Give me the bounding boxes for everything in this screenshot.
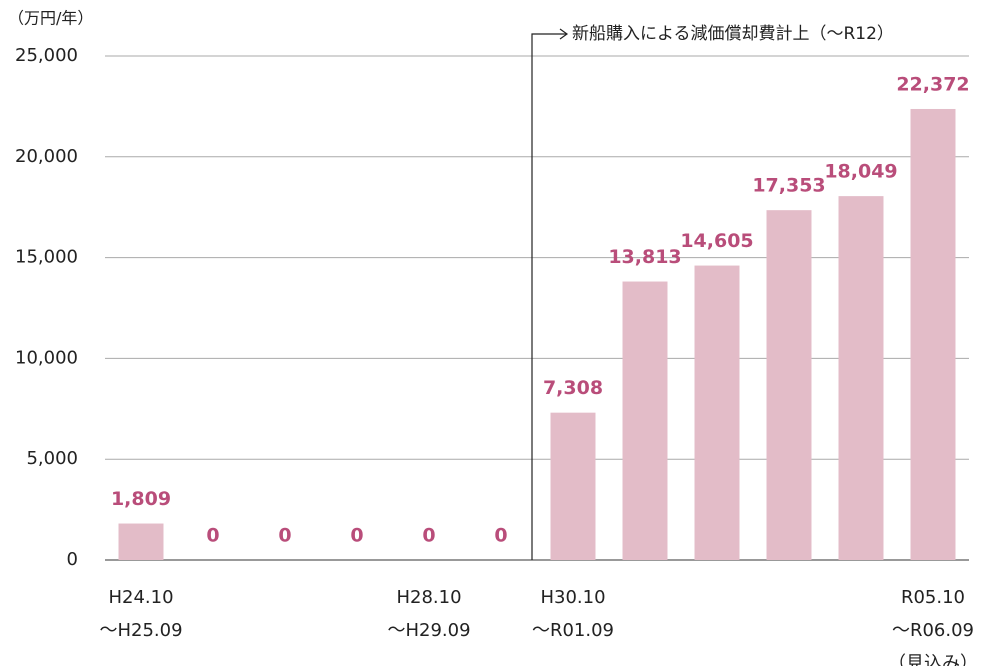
value-label: 17,353 xyxy=(752,175,825,197)
value-label: 7,308 xyxy=(543,377,603,399)
bar xyxy=(622,281,668,560)
x-tick-label: R05.10 〜R06.09 （見込み） xyxy=(888,587,978,666)
y-tick-label: 10,000 xyxy=(15,347,78,368)
bar xyxy=(694,265,740,560)
value-label: 18,049 xyxy=(824,161,897,183)
bar xyxy=(118,523,164,560)
bar xyxy=(766,210,812,560)
annotation: 新船購入による減価償却費計上（〜R12） xyxy=(572,24,894,44)
x-tick-label: H24.10 〜H25.09 xyxy=(99,587,183,641)
value-label: 13,813 xyxy=(608,246,681,268)
value-label: 0 xyxy=(422,525,435,547)
value-label: 0 xyxy=(350,525,363,547)
y-tick-label: 20,000 xyxy=(15,146,78,167)
value-label: 0 xyxy=(206,525,219,547)
bar xyxy=(550,412,596,560)
value-label: 0 xyxy=(494,525,507,547)
y-tick-label: 5,000 xyxy=(26,448,78,469)
value-label: 22,372 xyxy=(896,73,969,95)
y-tick-label: 25,000 xyxy=(15,45,78,66)
x-tick-label: H30.10 〜R01.09 xyxy=(531,587,615,641)
y-unit: （万円/年） xyxy=(8,9,93,28)
annotation-arrowhead xyxy=(559,28,569,40)
y-tick-label: 0 xyxy=(67,549,78,570)
value-label: 14,605 xyxy=(680,230,753,252)
value-label: 0 xyxy=(278,525,291,547)
x-tick-label: H28.10 〜H29.09 xyxy=(387,587,471,641)
bar xyxy=(910,108,956,561)
y-tick-label: 15,000 xyxy=(15,247,78,268)
annotation-line xyxy=(531,33,566,560)
value-label: 1,809 xyxy=(111,488,171,510)
bar xyxy=(838,196,884,561)
